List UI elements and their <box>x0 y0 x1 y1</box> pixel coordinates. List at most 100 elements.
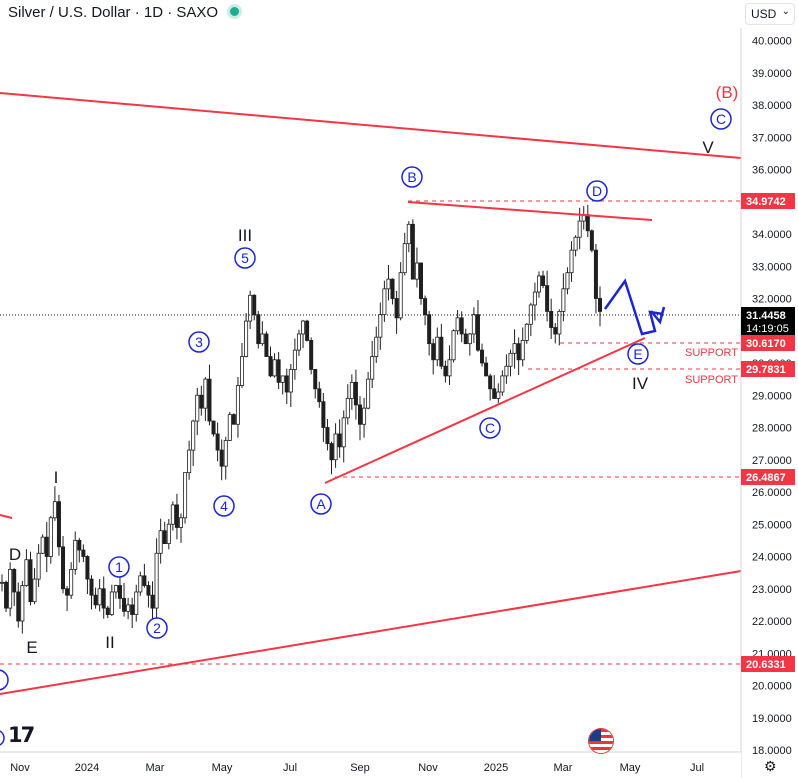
candle-body <box>195 394 200 422</box>
time-tick-label: 2024 <box>75 762 99 774</box>
price-tick-label: 37.0000 <box>752 132 792 144</box>
candle-body <box>122 598 127 612</box>
candle-body <box>81 549 86 557</box>
upper-channel-line <box>0 92 742 159</box>
wave-label: D <box>9 545 21 564</box>
candle-body <box>150 594 155 609</box>
price-tick-label: 36.0000 <box>752 165 792 177</box>
price-tick-label: 40.0000 <box>752 36 792 48</box>
candle-body <box>423 298 428 316</box>
time-tick-label: Mar <box>554 762 573 774</box>
candle-body <box>309 340 314 370</box>
candle-body <box>227 414 232 441</box>
time-axis: Nov 2024 Mar May Jul Sep Nov 2025 Mar May Jul <box>0 751 741 778</box>
price-tick-label: 23.0000 <box>752 584 792 596</box>
candle-body <box>427 314 432 345</box>
price-tag-label: 30.6170 <box>746 338 786 350</box>
candle-body <box>32 578 37 603</box>
time-tick-label: Sep <box>350 762 370 774</box>
candle-body <box>146 585 151 596</box>
triangle-lower-line <box>324 337 646 484</box>
price-tag-label: 34.9742 <box>746 196 786 208</box>
wave-circle <box>108 556 130 578</box>
candle-body <box>349 381 354 399</box>
candle-body <box>219 449 224 467</box>
candle-body <box>248 294 253 322</box>
wave-circle-label: B <box>407 169 416 185</box>
price-tick-label: 38.0000 <box>752 100 792 112</box>
candle-body <box>207 378 212 422</box>
candle-body <box>504 365 509 377</box>
wave-circle <box>710 108 732 130</box>
candle-body <box>301 320 306 335</box>
candle-body <box>317 388 322 403</box>
wave-circle <box>627 343 649 365</box>
candle-body <box>528 304 533 325</box>
candle-body <box>541 275 546 286</box>
candle-body <box>333 433 338 461</box>
wave-circle-label: C <box>716 111 726 127</box>
candle-body <box>138 575 143 593</box>
chevron-down-icon: ⌄ <box>781 6 790 17</box>
candle-body <box>467 333 472 345</box>
us-flag-icon <box>589 729 613 753</box>
candle-body <box>24 559 29 586</box>
candle-body <box>378 314 383 338</box>
candle-body <box>520 340 525 361</box>
candle-body <box>28 559 33 603</box>
candle-body <box>191 420 196 451</box>
candle-body <box>455 317 460 332</box>
currency-select[interactable]: USD ⌄ <box>745 3 795 25</box>
candle-body <box>187 449 192 474</box>
price-tick-label: 32.0000 <box>752 294 792 306</box>
candle-body <box>573 236 578 251</box>
price-tag <box>741 656 795 672</box>
currency-label: USD <box>751 7 777 21</box>
wave-circle <box>310 493 332 515</box>
candle-body <box>77 539 82 551</box>
wave-label: I <box>54 468 59 487</box>
time-tick-label: Jul <box>283 762 297 774</box>
candle-body <box>435 336 440 361</box>
candle-body <box>329 443 334 461</box>
candle-body <box>516 343 521 361</box>
candle-body <box>589 230 594 251</box>
candle-body <box>256 314 261 345</box>
wave-label: IV <box>632 374 649 393</box>
candle-body <box>406 223 411 245</box>
degree-label: (B) <box>716 83 739 102</box>
price-tag <box>741 193 795 209</box>
trendlines <box>0 92 742 695</box>
wave-projection <box>603 278 666 336</box>
chart-title: Silver / U.S. Dollar · 1D · SAXO <box>8 4 240 21</box>
candle-body <box>447 359 452 377</box>
candle-body <box>577 220 582 238</box>
time-tick-label: Mar <box>146 762 165 774</box>
price-tick-label: 34.0000 <box>752 229 792 241</box>
candle-body <box>65 588 70 596</box>
gear-icon[interactable]: ⚙ <box>764 758 777 774</box>
price-tick-label: 27.0000 <box>752 455 792 467</box>
candle-body <box>264 333 269 357</box>
candle-body <box>431 343 436 361</box>
candle-body <box>419 262 424 299</box>
candle-body <box>374 336 379 357</box>
price-axis: 18.000019.000020.000021.000022.000023.00… <box>740 0 798 778</box>
candle-body <box>370 356 375 380</box>
price-tick-label: 20.0000 <box>752 681 792 693</box>
candle-body <box>101 588 106 609</box>
candle-body <box>61 546 66 590</box>
candle-body <box>313 369 318 390</box>
candle-body <box>292 349 297 370</box>
wave-label: V <box>702 138 714 157</box>
price-tag <box>741 335 795 351</box>
time-tick-label: Jul <box>690 762 704 774</box>
candle-body <box>565 272 570 290</box>
price-tick-label: 22.0000 <box>752 616 792 628</box>
candle-body <box>451 330 456 361</box>
candle-body <box>20 585 25 622</box>
candle-body <box>12 569 17 593</box>
candle-body <box>8 569 13 609</box>
